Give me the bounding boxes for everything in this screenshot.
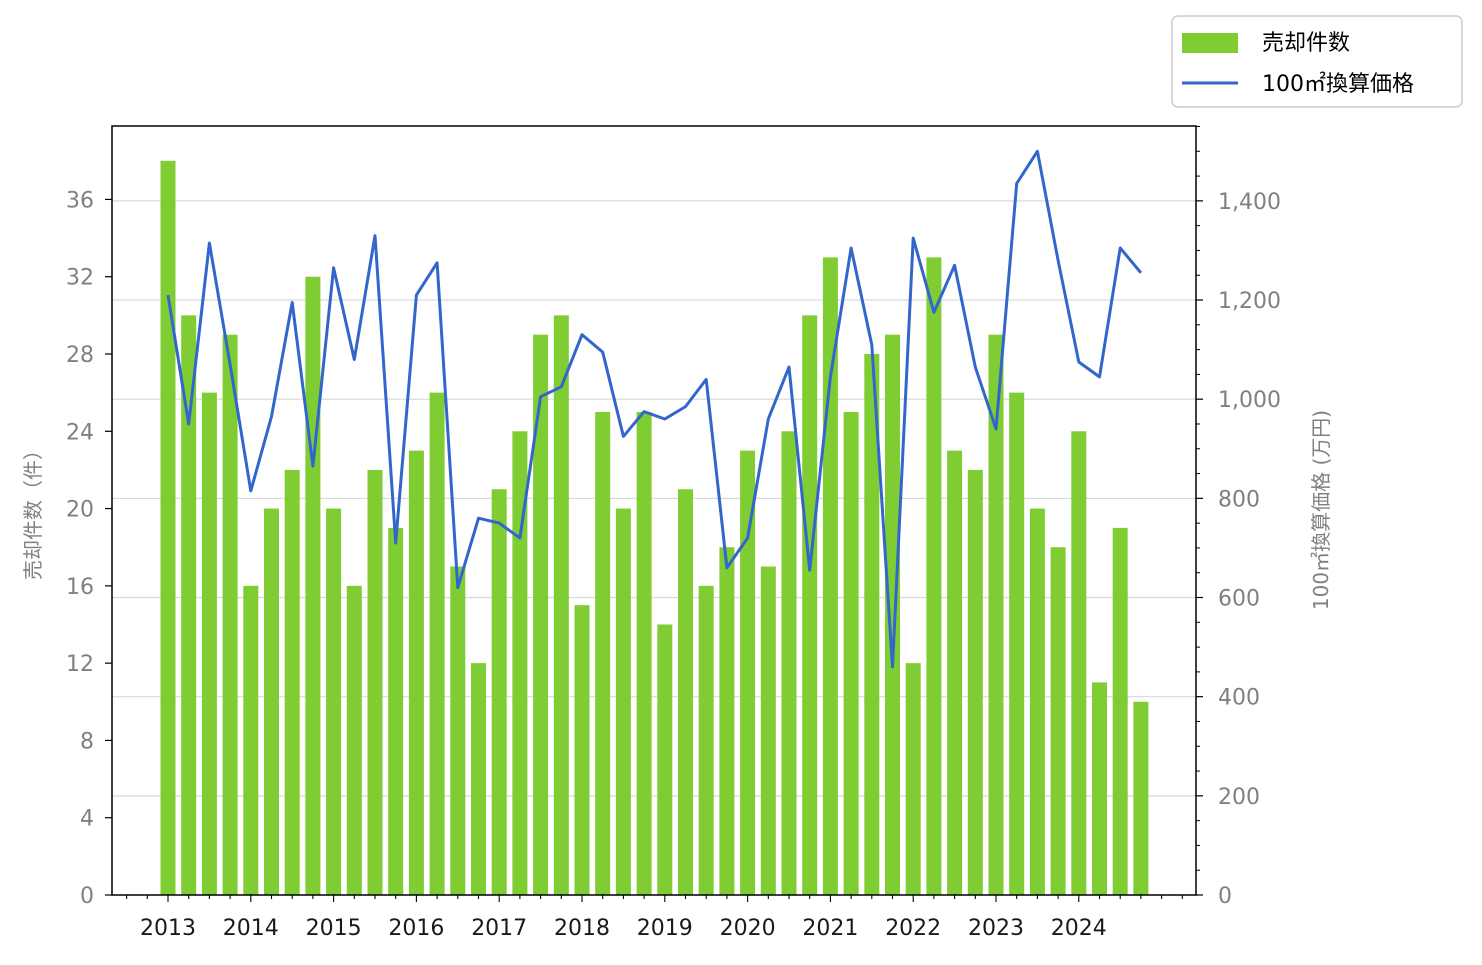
bar	[181, 315, 197, 895]
bar	[802, 315, 818, 895]
bar	[429, 392, 445, 895]
bar	[533, 334, 549, 896]
legend-label-bar: 売却件数	[1262, 31, 1350, 56]
bar	[1092, 682, 1107, 895]
left-tick-label: 28	[66, 343, 94, 368]
x-tick-label: 2018	[554, 916, 610, 941]
bar	[284, 469, 300, 895]
x-tick-label: 2016	[388, 916, 444, 941]
x-tick-label: 2023	[968, 916, 1024, 941]
bar	[408, 450, 424, 895]
bar	[222, 334, 238, 896]
bar	[160, 160, 176, 895]
bar	[657, 624, 673, 895]
x-tick-label: 2017	[471, 916, 527, 941]
bar	[1133, 701, 1149, 895]
bar	[305, 276, 321, 895]
x-tick-label: 2019	[637, 916, 693, 941]
bar	[760, 566, 776, 895]
right-tick-label: 200	[1218, 785, 1260, 810]
bar	[781, 431, 797, 895]
x-tick-label: 2024	[1051, 916, 1107, 941]
x-tick-label: 2014	[223, 916, 279, 941]
x-tick-label: 2021	[802, 916, 858, 941]
right-tick-label: 1,200	[1218, 289, 1281, 314]
plot-frame	[111, 125, 1197, 896]
left-tick-label: 20	[66, 498, 94, 523]
bar	[595, 411, 611, 895]
bar	[843, 411, 859, 895]
x-tick-label: 2015	[306, 916, 362, 941]
x-axis: 2013 2014 2015 2016 2017 2018 2019 2020 2021 2022…	[126, 895, 1183, 941]
left-tick-label: 24	[66, 420, 94, 445]
right-axis: 0 200 400 600 800 1,000 1,200 1,400	[1196, 125, 1281, 909]
bar	[885, 334, 900, 896]
x-tick-label: 2013	[140, 916, 196, 941]
bar	[346, 585, 362, 895]
bar	[740, 450, 756, 895]
bar-series	[160, 160, 1149, 896]
line-series	[166, 149, 1143, 669]
bar	[864, 353, 880, 895]
right-tick-label: 0	[1218, 884, 1232, 909]
bar	[926, 257, 942, 895]
left-tick-label: 4	[80, 807, 94, 832]
x-tick-label: 2022	[885, 916, 941, 941]
right-tick-label: 1,400	[1218, 190, 1281, 215]
bar	[1009, 392, 1025, 895]
left-tick-label: 36	[66, 188, 94, 213]
bar	[947, 450, 963, 895]
bar	[967, 469, 983, 895]
bar	[636, 411, 652, 895]
bar	[1029, 508, 1045, 895]
left-tick-label: 32	[66, 266, 94, 291]
left-tick-label: 0	[80, 884, 94, 909]
bar	[326, 508, 342, 895]
left-tick-label: 8	[80, 729, 94, 754]
legend: 売却件数 100㎡換算価格	[1171, 15, 1463, 108]
bar	[367, 469, 383, 895]
bar	[201, 392, 217, 895]
left-axis: 0 4 8 12 16 20 24 28 32 36	[66, 188, 112, 909]
left-tick-label: 16	[66, 575, 94, 600]
left-tick-label: 12	[66, 652, 94, 677]
bar	[988, 334, 1004, 896]
bar	[678, 489, 693, 895]
bar	[243, 585, 259, 895]
right-axis-label: 100㎡換算価格 (万円)	[1309, 410, 1333, 610]
right-tick-label: 800	[1218, 487, 1260, 512]
bar	[264, 508, 279, 895]
bar	[512, 431, 528, 895]
right-tick-label: 600	[1218, 587, 1260, 612]
bar	[698, 585, 714, 895]
legend-frame	[1171, 15, 1463, 108]
left-axis-label: 売却件数（件）	[21, 440, 45, 580]
bar	[388, 527, 404, 895]
legend-label-line: 100㎡換算価格	[1262, 71, 1414, 97]
bar	[905, 663, 921, 895]
bar	[1071, 431, 1087, 895]
bar	[719, 547, 735, 895]
bar	[450, 566, 466, 895]
bar	[1050, 547, 1066, 895]
right-tick-label: 1,000	[1218, 388, 1281, 413]
price-line	[166, 149, 1143, 669]
bar	[491, 489, 507, 895]
legend-swatch-bar	[1182, 33, 1238, 53]
bar	[1112, 527, 1128, 895]
right-tick-label: 400	[1218, 686, 1260, 711]
bar	[615, 508, 631, 895]
bar	[471, 663, 486, 895]
bar	[574, 605, 590, 895]
bar	[553, 315, 569, 895]
x-tick-label: 2020	[720, 916, 776, 941]
